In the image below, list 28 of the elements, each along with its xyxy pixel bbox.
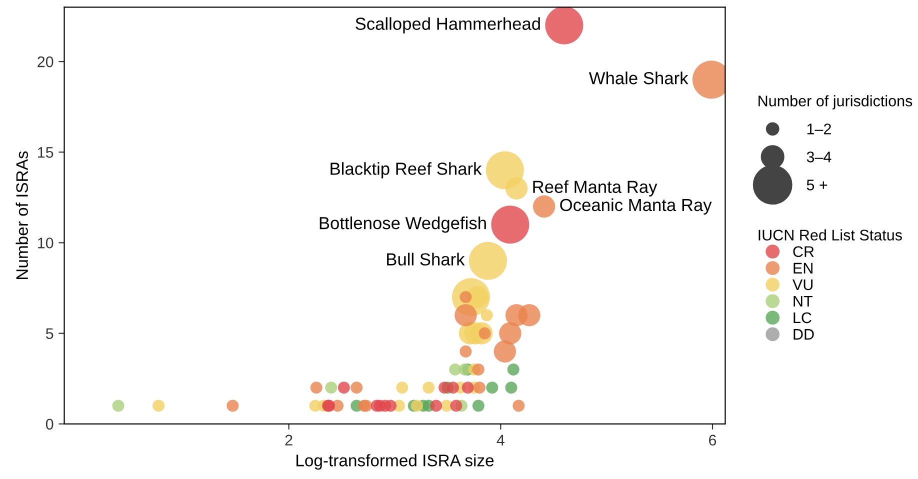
legend-label: EN [794, 262, 812, 274]
legend-label: VU [792, 279, 813, 290]
legend-label: DD [794, 329, 814, 340]
text: Number of jurisdictions [758, 95, 912, 110]
annotation: Whale Shark [588, 72, 688, 84]
legend-label: 1–2 [807, 124, 831, 134]
annotation: Scalloped Hammerhead [356, 17, 540, 34]
x-tick-label: 2 [285, 434, 292, 446]
annotation: Oceanic Manta Ray [560, 198, 712, 215]
y-tick-label: 10 [38, 238, 54, 248]
y-tick-label: 15 [38, 147, 54, 158]
x-axis-title: Log-transformed ISRA size [296, 454, 494, 470]
legend-label: 5 + [806, 180, 828, 190]
legend-label: 3–4 [806, 152, 832, 162]
annotation: Bottlenose Wedgefish [320, 216, 486, 233]
legend-label: CR [793, 246, 814, 258]
legend-label: NT [794, 296, 812, 307]
annotation: Reef Manta Ray [533, 180, 658, 196]
x-tick-label: 4 [496, 434, 504, 446]
y-tick-label: 0 [46, 418, 54, 430]
legend-label: LC [794, 312, 812, 324]
annotation: Blacktip Reef Shark [330, 162, 482, 178]
annotation: Bull Shark [387, 252, 465, 266]
text: IUCN Red List Status [758, 229, 902, 241]
y-tick-label: 5 [46, 328, 54, 340]
y-axis-title: Number of ISRAs [16, 151, 28, 280]
x-tick-label: 6 [709, 434, 716, 446]
y-tick-label: 20 [38, 56, 54, 68]
